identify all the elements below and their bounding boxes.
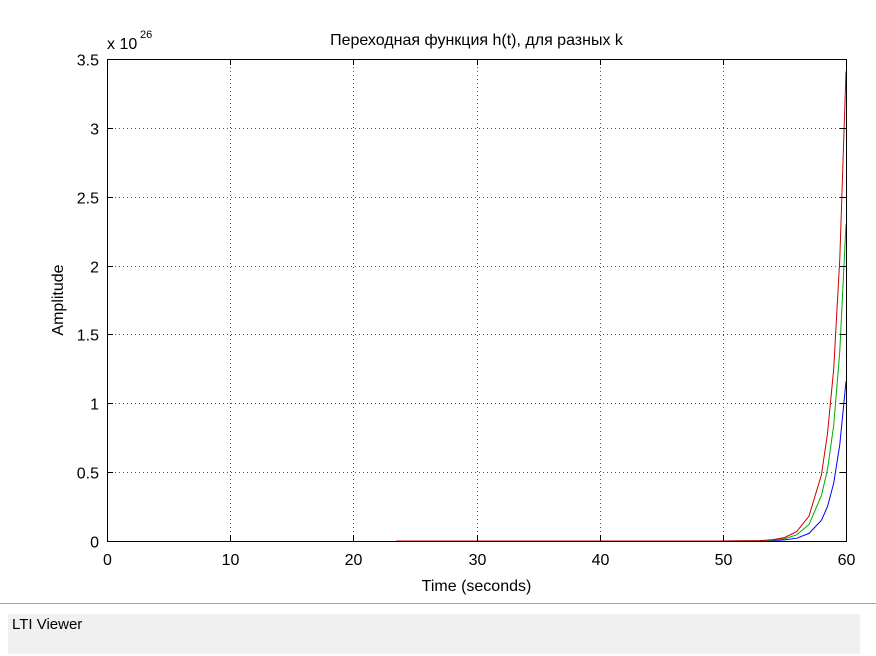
y-tick-label: 1 — [90, 397, 99, 414]
status-bar: LTI Viewer — [8, 614, 860, 654]
status-separator — [0, 603, 876, 604]
y-tick-label: 1.5 — [77, 328, 99, 345]
x-tick-label: 60 — [838, 552, 856, 569]
x-tick-label: 50 — [715, 552, 733, 569]
grid — [107, 59, 846, 541]
x-tick-label: 40 — [592, 552, 610, 569]
step-response-plot[interactable]: 0 10 20 30 40 50 60 0 0.5 1 1.5 2 2.5 3 3.5 Переходная… — [0, 0, 876, 603]
x-tick-label: 30 — [469, 552, 487, 569]
y-tick-label: 2 — [90, 260, 99, 277]
chart-title: Переходная функция h(t), для разных k — [330, 32, 624, 49]
axes-background — [107, 59, 846, 541]
y-tick-label: 0.5 — [77, 466, 99, 483]
x-tick-label: 10 — [222, 552, 240, 569]
x-axis-label: Time (seconds) — [422, 578, 532, 595]
y-exponent-power: 26 — [140, 29, 152, 41]
y-tick-label: 0 — [90, 535, 99, 552]
y-exponent-label: x 10 — [107, 36, 137, 53]
x-tick-label: 0 — [103, 552, 112, 569]
x-tick-label: 20 — [345, 552, 363, 569]
figure-area: 0 10 20 30 40 50 60 0 0.5 1 1.5 2 2.5 3 3.5 Переходная… — [0, 0, 876, 603]
axis-ticks: 0 10 20 30 40 50 60 0 0.5 1 1.5 2 2.5 3 3.5 — [77, 53, 856, 570]
y-tick-label: 2.5 — [77, 191, 99, 208]
status-text: LTI Viewer — [12, 616, 83, 633]
y-tick-label: 3 — [90, 122, 99, 139]
y-axis-label: Amplitude — [50, 264, 67, 335]
y-tick-label: 3.5 — [77, 53, 99, 70]
